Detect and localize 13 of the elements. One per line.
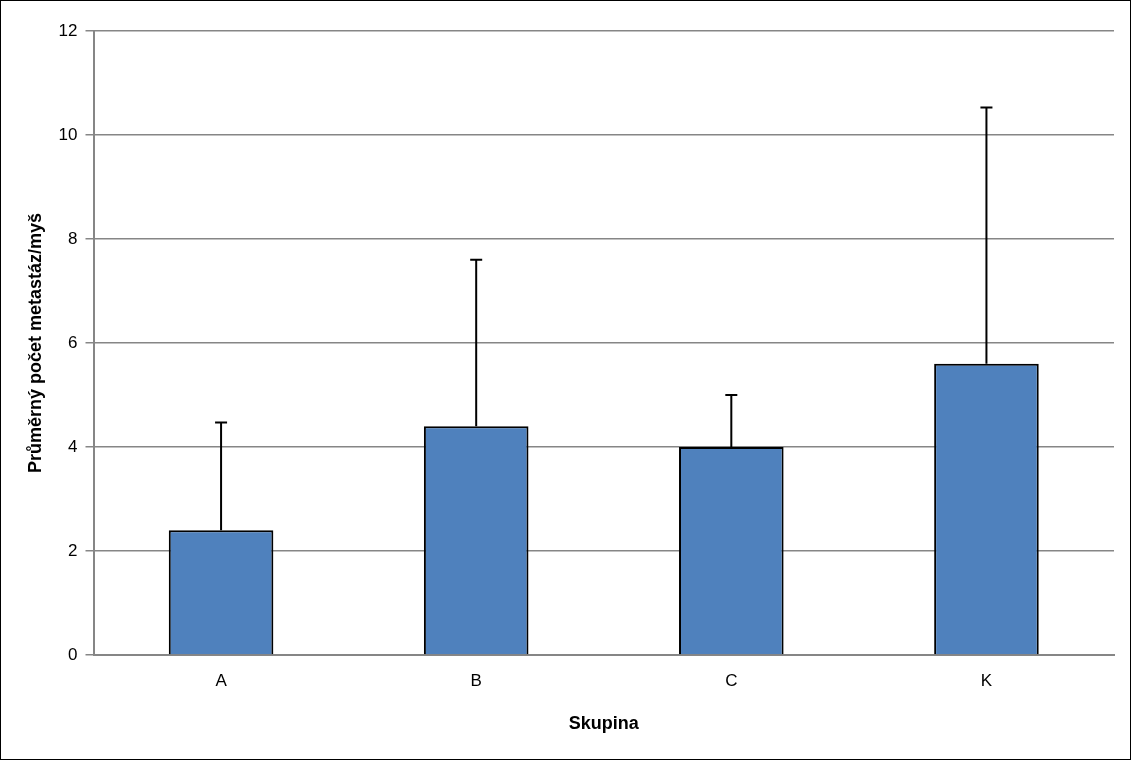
y-tick-label: 8: [68, 228, 78, 248]
y-tick-label: 6: [68, 332, 78, 352]
x-axis-title: Skupina: [568, 713, 640, 734]
y-tick-label: 12: [58, 20, 78, 40]
x-tick-label: C: [725, 670, 738, 690]
x-tick-label: B: [470, 670, 482, 690]
y-axis-title: Průměrný počet metastáz/myš: [24, 212, 45, 474]
x-tick-label: K: [980, 670, 993, 690]
x-tick-label: A: [215, 670, 228, 690]
y-tick-label: 2: [68, 540, 78, 560]
y-tick-label: 0: [68, 644, 78, 664]
y-tick-label: 4: [68, 436, 78, 456]
y-tick-label: 10: [58, 124, 78, 144]
